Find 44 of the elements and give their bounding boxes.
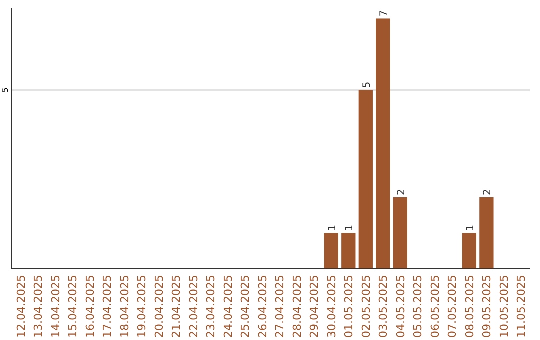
x-tick-label: 29.04.2025 [308, 275, 322, 338]
x-tick-label: 12.04.2025 [14, 275, 28, 338]
x-tick-label: 08.05.2025 [463, 275, 476, 338]
x-tick-label: 18.04.2025 [118, 275, 132, 338]
x-tick-label: 27.04.2025 [274, 275, 287, 338]
x-tick-label: 01.05.2025 [342, 275, 356, 338]
data-label: 5 [362, 82, 373, 88]
x-tick-label: 09.05.2025 [480, 275, 494, 338]
x-tick-label: 05.05.2025 [412, 275, 425, 338]
x-tick-label: 21.04.2025 [170, 275, 184, 338]
x-tick-label: 16.04.2025 [84, 275, 97, 338]
x-tick-label: 23.04.2025 [204, 275, 218, 338]
data-label: 1 [344, 224, 356, 232]
x-tick-label: 06.05.2025 [428, 275, 442, 338]
data-label: 1 [327, 224, 338, 232]
bar [358, 90, 373, 269]
x-tick-label: 28.04.2025 [290, 275, 304, 338]
bar [342, 233, 356, 269]
x-tick-label: 03.05.2025 [377, 275, 390, 338]
x-tick-label: 22.04.2025 [187, 275, 200, 338]
data-label: 7 [379, 10, 390, 17]
x-tick-label: 15.04.2025 [66, 275, 80, 338]
x-tick-label: 19.04.2025 [136, 275, 149, 338]
x-tick-label: 02.05.2025 [360, 275, 373, 338]
x-tick-label: 14.04.2025 [49, 275, 62, 338]
data-label: 2 [482, 189, 494, 196]
x-tick-label: 30.04.2025 [325, 275, 338, 338]
bar [324, 233, 338, 269]
x-tick-label: 10.05.2025 [498, 275, 511, 338]
bar [462, 233, 477, 269]
x-tick-label: 11.05.2025 [515, 275, 528, 338]
x-tick-label: 04.05.2025 [394, 275, 408, 338]
x-tick-label: 07.05.2025 [446, 275, 460, 338]
x-tick-label: 25.04.2025 [239, 275, 252, 338]
x-tick-label: 20.04.2025 [152, 275, 166, 338]
data-label: 1 [465, 224, 476, 232]
data-label: 2 [396, 189, 408, 196]
x-tick-label: 13.04.2025 [32, 275, 46, 338]
x-tick-label: 24.04.2025 [222, 275, 235, 338]
bar [393, 197, 408, 269]
x-tick-label: 17.04.2025 [101, 275, 114, 338]
x-tick-label: 26.04.2025 [256, 275, 270, 338]
bar [480, 197, 494, 269]
bar [376, 18, 390, 269]
